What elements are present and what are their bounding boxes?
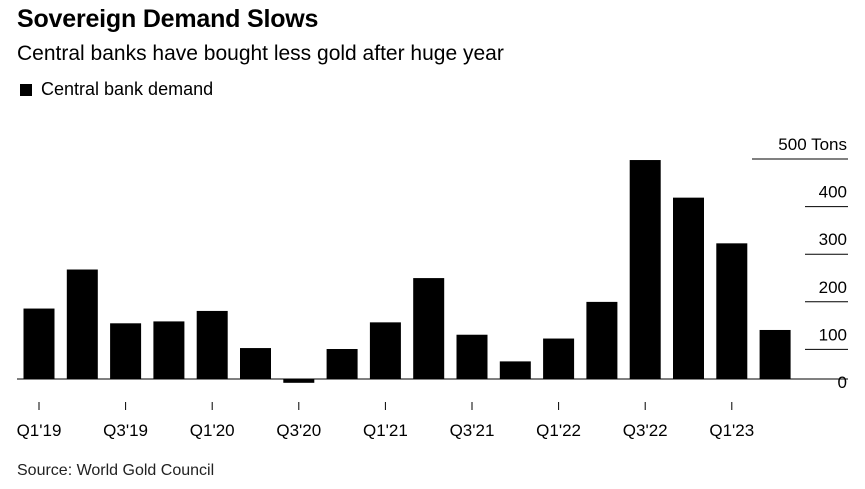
legend-swatch <box>20 83 32 96</box>
y-tick-label: 200 <box>819 278 847 297</box>
y-tick-label: 500 Tons <box>778 135 847 154</box>
bar <box>673 197 704 379</box>
y-tick-label: 100 <box>819 325 847 344</box>
x-tick-label: Q1'20 <box>190 421 235 440</box>
bar <box>369 322 401 379</box>
bar <box>66 269 98 379</box>
y-tick-label: 300 <box>819 230 847 249</box>
bar <box>153 321 185 379</box>
x-tick-label: Q3'21 <box>450 421 495 440</box>
bar <box>413 278 445 379</box>
y-tick-label: 400 <box>819 183 847 202</box>
bar <box>456 334 488 379</box>
bar <box>326 349 358 379</box>
x-tick-label: Q3'22 <box>623 421 668 440</box>
bar <box>196 310 228 379</box>
bar <box>23 308 55 379</box>
bar <box>283 379 315 383</box>
bar <box>759 329 791 379</box>
chart-title: Sovereign Demand Slows <box>17 5 319 33</box>
y-tick-label: 0 <box>838 373 847 392</box>
x-tick-label: Q3'20 <box>276 421 321 440</box>
bar <box>240 348 271 379</box>
x-tick-label: Q3'19 <box>103 421 148 440</box>
bar <box>543 338 575 379</box>
bar <box>586 301 618 379</box>
bar <box>629 160 661 379</box>
bar <box>110 323 142 379</box>
x-tick-label: Q1'21 <box>363 421 408 440</box>
bar <box>716 243 748 379</box>
source-note: Source: World Gold Council <box>17 462 215 479</box>
chart-subtitle: Central banks have bought less gold afte… <box>17 42 504 65</box>
legend-label: Central bank demand <box>41 79 214 99</box>
bar <box>499 361 531 379</box>
x-tick-label: Q1'19 <box>17 421 62 440</box>
x-tick-label: Q1'22 <box>536 421 581 440</box>
legend: Central bank demand <box>20 79 213 100</box>
x-tick-label: Q1'23 <box>709 421 754 440</box>
